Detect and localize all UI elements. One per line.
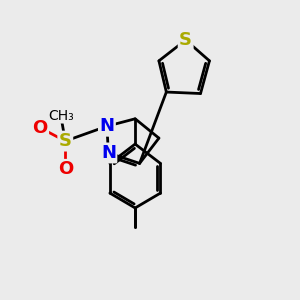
Text: S: S: [179, 31, 192, 49]
Text: CH₃: CH₃: [48, 109, 74, 123]
Text: N: N: [99, 117, 114, 135]
Text: S: S: [59, 132, 72, 150]
Text: O: O: [32, 119, 48, 137]
Text: O: O: [58, 160, 73, 178]
Text: N: N: [101, 144, 116, 162]
